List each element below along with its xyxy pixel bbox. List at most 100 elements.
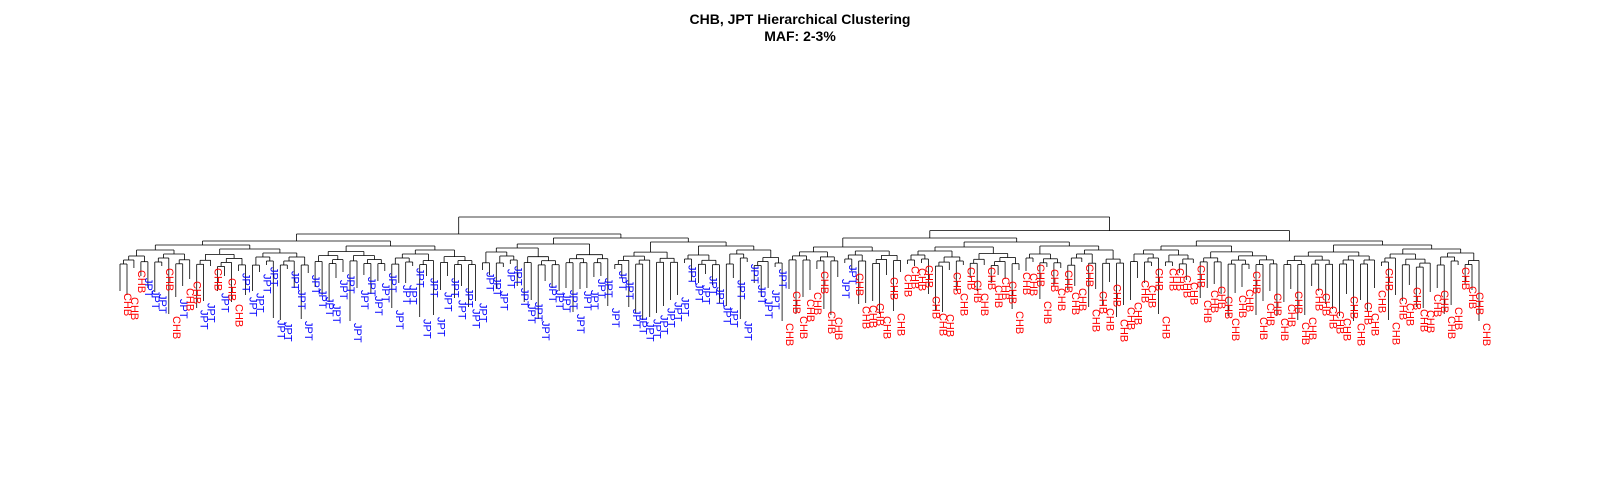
- leaf-label: JPT: [476, 303, 488, 323]
- leaf-label: CHB: [1403, 303, 1415, 326]
- leaf-label: CHB: [1090, 309, 1102, 332]
- leaf-label: CHB: [1236, 295, 1248, 318]
- leaf-label: JPT: [665, 308, 677, 328]
- leaf-label: CHB: [1410, 287, 1422, 310]
- title-block: CHB, JPT Hierarchical Clustering MAF: 2-…: [0, 11, 1600, 45]
- leaf-label: CHB: [936, 313, 948, 336]
- leaf-label: CHB: [1473, 292, 1485, 315]
- leaf-label: CHB: [888, 277, 900, 300]
- leaf-label: CHB: [1201, 300, 1213, 323]
- leaf-label: CHB: [797, 316, 809, 339]
- leaf-label: JPT: [205, 303, 217, 323]
- leaf-label: JPT: [713, 287, 725, 307]
- leaf-label: CHB: [1431, 294, 1443, 317]
- leaf-label: CHB: [1208, 290, 1220, 313]
- leaf-label: CHB: [999, 277, 1011, 300]
- leaf-label: JPT: [428, 278, 440, 298]
- leaf-label: JPT: [449, 278, 461, 298]
- leaf-label: JPT: [295, 290, 307, 310]
- leaf-label: JPT: [679, 297, 691, 317]
- leaf-label: JPT: [630, 309, 642, 329]
- leaf-label: JPT: [442, 292, 454, 312]
- leaf-label: JPT: [748, 264, 760, 284]
- leaf-label: JPT: [693, 283, 705, 303]
- leaf-label: CHB: [1118, 319, 1130, 342]
- leaf-label: CHB: [1327, 306, 1339, 329]
- leaf-label: CHB: [1020, 272, 1032, 295]
- leaf-label: CHB: [1034, 264, 1046, 287]
- leaf-label: CHB: [233, 304, 245, 327]
- leaf-label: CHB: [1152, 268, 1164, 291]
- leaf-label: JPT: [414, 268, 426, 288]
- leaf-label: CHB: [1132, 302, 1144, 325]
- leaf-label: CHB: [1180, 275, 1192, 298]
- leaf-label: CHB: [1048, 269, 1060, 292]
- leaf-label: JPT: [351, 323, 363, 343]
- leaf-label: CHB: [121, 293, 133, 316]
- leaf-label: JPT: [637, 315, 649, 335]
- leaf-label: JPT: [727, 308, 739, 328]
- branch-lines: [119, 216, 1480, 321]
- leaf-label: JPT: [769, 290, 781, 310]
- leaf-label: CHB: [1146, 285, 1158, 308]
- leaf-label: JPT: [755, 285, 767, 305]
- leaf-label: JPT: [651, 319, 663, 339]
- leaf-label: JPT: [560, 293, 572, 313]
- leaf-label: CHB: [1438, 290, 1450, 313]
- leaf-label: CHB: [1111, 284, 1123, 307]
- leaf-label: CHB: [1006, 281, 1018, 304]
- leaf-label: CHB: [184, 288, 196, 311]
- leaf-label: CHB: [1139, 280, 1151, 303]
- leaf-label: JPT: [379, 283, 391, 303]
- leaf-label: JPT: [741, 321, 753, 341]
- leaf-label: JPT: [281, 322, 293, 342]
- leaf-label: CHB: [170, 316, 182, 339]
- leaf-label: CHB: [1250, 271, 1262, 294]
- leaf-label: CHB: [783, 323, 795, 346]
- leaf-label: JPT: [142, 278, 154, 298]
- leaf-label: CHB: [1264, 303, 1276, 326]
- leaf-label: CHB: [226, 278, 238, 301]
- leaf-label: CHB: [1194, 265, 1206, 288]
- leaf-label: JPT: [602, 278, 614, 298]
- leaf-label: CHB: [790, 291, 802, 314]
- leaf-label: JPT: [323, 297, 335, 317]
- leaf-label: CHB: [811, 292, 823, 315]
- leaf-label: JPT: [260, 274, 272, 294]
- leaf-label: CHB: [1069, 292, 1081, 315]
- leaf-label: JPT: [407, 285, 419, 305]
- leaf-label: JPT: [198, 310, 210, 330]
- leaf-label: CHB: [832, 317, 844, 340]
- leaf-label: CHB: [1417, 309, 1429, 332]
- leaf-label: CHB: [135, 270, 147, 293]
- leaf-label: CHB: [902, 274, 914, 297]
- leaf-label: CHB: [957, 293, 969, 316]
- leaf-label: CHB: [1382, 268, 1394, 291]
- leaf-label: CHB: [1348, 296, 1360, 319]
- leaf-label: JPT: [525, 304, 537, 324]
- leaf-label: CHB: [1257, 317, 1269, 340]
- leaf-label: JPT: [344, 274, 356, 294]
- leaf-label: JPT: [609, 308, 621, 328]
- leaf-label: CHB: [1166, 268, 1178, 291]
- leaf-label: JPT: [504, 269, 516, 289]
- leaf-label: CHB: [1369, 313, 1381, 336]
- leaf-label: CHB: [1376, 290, 1388, 313]
- leaf-label: CHB: [1083, 264, 1095, 287]
- leaf-label: JPT: [219, 293, 231, 313]
- leaf-label: JPT: [365, 277, 377, 297]
- leaf-label: CHB: [1480, 323, 1492, 346]
- leaf-label: CHB: [1222, 296, 1234, 319]
- leaf-label: CHB: [929, 296, 941, 319]
- leaf-label: JPT: [302, 321, 314, 341]
- leaf-label: CHB: [1215, 286, 1227, 309]
- leaf-label: JPT: [539, 321, 551, 341]
- leaf-label: CHB: [1062, 270, 1074, 293]
- leaf-label: CHB: [191, 281, 203, 304]
- leaf-label: JPT: [309, 275, 321, 295]
- leaf-label: CHB: [1159, 316, 1171, 339]
- leaf-label: JPT: [463, 288, 475, 308]
- chart-title: CHB, JPT Hierarchical Clustering: [689, 11, 911, 27]
- leaf-label: CHB: [874, 303, 886, 326]
